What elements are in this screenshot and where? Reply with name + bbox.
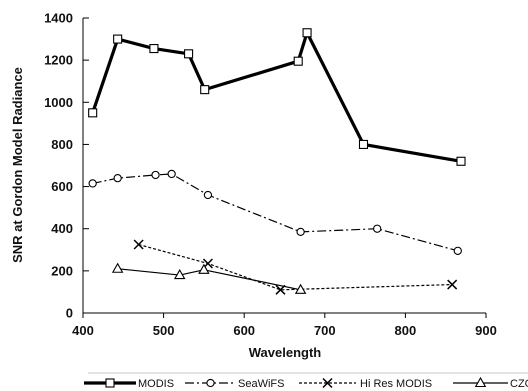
series-seawifs — [88, 169, 462, 255]
y-tick-label: 1200 — [44, 53, 73, 68]
data-point-seawifs — [151, 170, 160, 180]
x-tick-label: 900 — [475, 323, 497, 338]
legend-entry-hi-res-modis: Hi Res MODIS — [299, 377, 432, 390]
x-tick-label: 500 — [153, 323, 175, 338]
y-tick-label: 800 — [51, 137, 73, 152]
legend-label: Hi Res MODIS — [360, 378, 432, 390]
data-point-seawifs — [453, 246, 462, 255]
series-line-seawifs — [92, 173, 458, 252]
legend-entry-seawifs: SeaWiFS — [185, 378, 284, 390]
data-point-czcs — [111, 262, 124, 273]
data-point-modis — [302, 28, 312, 38]
y-tick-label: 1000 — [44, 95, 73, 110]
y-axis-ticks: 0 200 400 600 800 1000 1200 1400 — [44, 11, 89, 321]
data-point-modis — [200, 85, 210, 95]
series-layer — [88, 28, 466, 295]
data-point-modis — [293, 56, 303, 66]
series-line-modis — [91, 31, 462, 163]
y-tick-label: 1400 — [44, 11, 73, 26]
data-point-czcs — [198, 263, 210, 274]
y-tick-label: 200 — [51, 263, 73, 278]
series-line-hi-res-modis — [138, 243, 453, 291]
data-point-hi-res-modis — [133, 239, 144, 250]
series-modis — [88, 28, 466, 166]
data-point-seawifs — [203, 190, 213, 200]
data-point-seawifs — [88, 179, 97, 188]
y-axis-title: SNR at Gordon Model Radiance — [10, 67, 25, 263]
data-point-modis — [88, 108, 98, 118]
data-point-modis — [456, 156, 466, 166]
data-point-modis — [358, 139, 369, 149]
legend-entry-czcs: CZCS — [453, 376, 528, 390]
data-point-seawifs — [296, 227, 305, 237]
legend-swatch-marker — [206, 378, 215, 388]
chart-axes — [82, 18, 486, 314]
data-point-seawifs — [113, 173, 122, 183]
series-hi-res-modis — [133, 239, 458, 295]
data-point-czcs — [173, 268, 186, 280]
legend-swatch-marker — [322, 377, 333, 389]
series-line-czcs — [117, 268, 301, 291]
legend: MODIS SeaWiFS Hi Res MODIS CZCS — [84, 372, 528, 390]
y-tick-label: 0 — [66, 306, 73, 321]
data-point-hi-res-modis — [447, 279, 458, 290]
data-point-modis — [149, 44, 159, 54]
x-tick-label: 400 — [72, 323, 94, 338]
legend-entry-modis: MODIS — [84, 378, 174, 390]
x-tick-label: 600 — [233, 323, 255, 338]
y-tick-label: 400 — [51, 221, 73, 236]
data-point-seawifs — [373, 224, 382, 233]
x-axis-title: Wavelength — [249, 345, 322, 360]
x-axis-ticks: 400 500 600 700 800 900 — [72, 313, 497, 338]
x-tick-label: 800 — [395, 323, 417, 338]
legend-swatch-marker — [105, 378, 115, 388]
legend-label: MODIS — [138, 378, 174, 390]
series-czcs — [111, 262, 307, 294]
legend-label: SeaWiFS — [238, 378, 284, 390]
data-point-modis — [184, 49, 194, 59]
legend-label: CZCS — [510, 378, 528, 390]
data-point-czcs — [294, 283, 307, 294]
data-point-seawifs — [167, 169, 176, 179]
legend-swatch-marker — [474, 376, 487, 388]
data-point-modis — [113, 34, 123, 44]
x-tick-label: 700 — [314, 323, 336, 338]
y-tick-label: 600 — [51, 179, 73, 194]
